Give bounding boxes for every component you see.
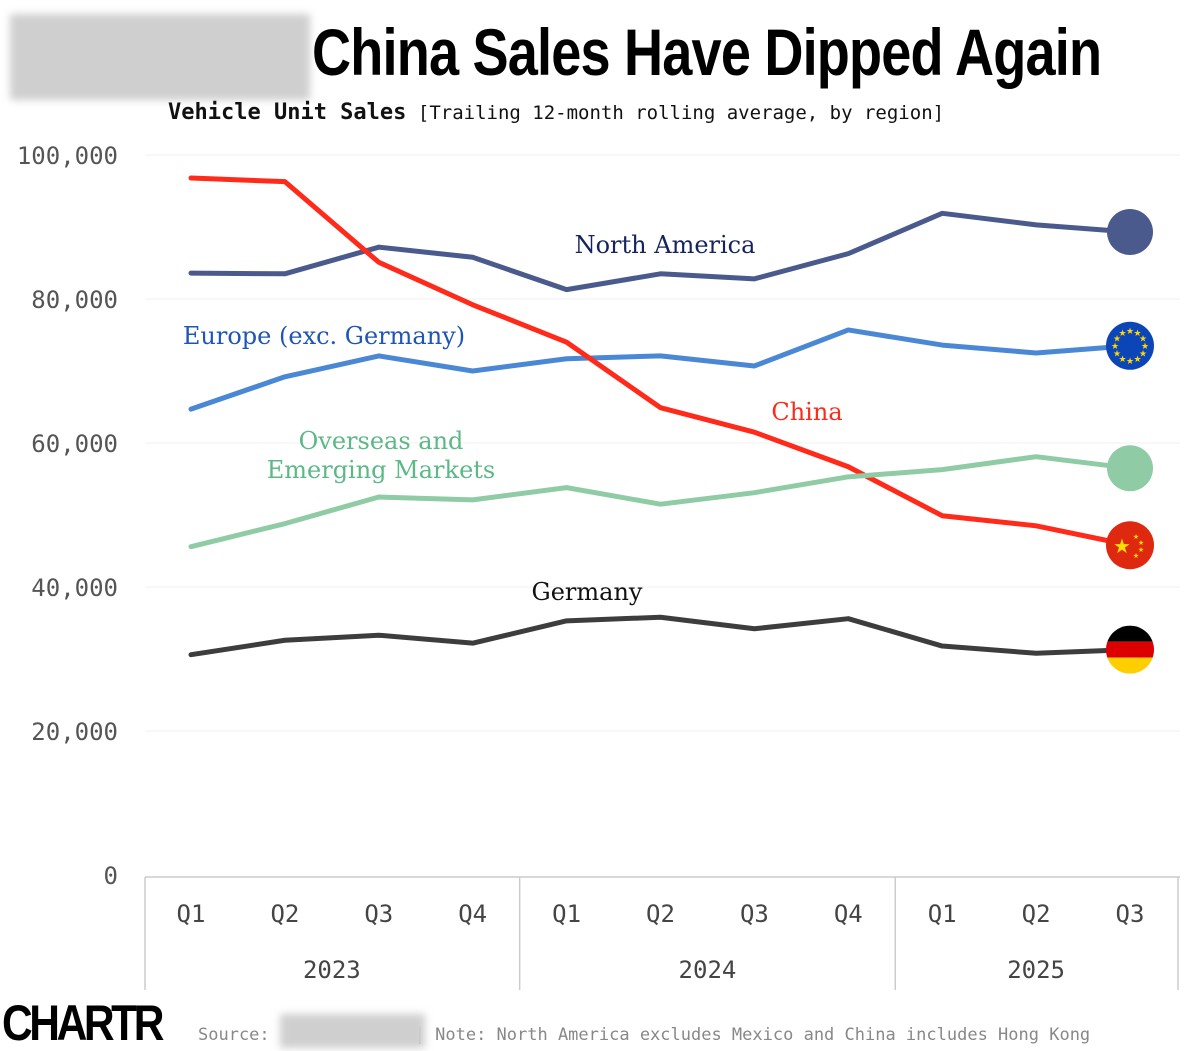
redacted-logo xyxy=(10,14,310,100)
end-marker-circle xyxy=(1107,209,1153,256)
x-tick-label: Q3 xyxy=(740,900,769,928)
subtitle-bold: Vehicle Unit Sales xyxy=(168,100,407,125)
series-label: Germany xyxy=(532,578,643,606)
germany-flag-icon xyxy=(1106,641,1154,658)
germany-flag-icon xyxy=(1106,657,1154,674)
series-label: North America xyxy=(575,231,756,259)
series-label: Emerging Markets xyxy=(267,456,496,484)
x-tick-label: Q2 xyxy=(270,900,299,928)
eu-star-icon: ★ xyxy=(1139,333,1147,343)
chart-subtitle: Vehicle Unit Sales [Trailing 12-month ro… xyxy=(168,100,944,125)
x-year-label: 2024 xyxy=(679,956,737,984)
series-label: Overseas and xyxy=(299,427,464,455)
y-tick-label: 60,000 xyxy=(31,430,118,458)
y-tick-label: 100,000 xyxy=(17,142,118,170)
note-text: | Note: North America excludes Mexico an… xyxy=(414,1025,1091,1045)
source-label: Source: xyxy=(198,1025,270,1045)
china-small-star-icon: ★ xyxy=(1133,552,1139,560)
x-tick-label: Q1 xyxy=(552,900,581,928)
series-line-germany xyxy=(188,614,1133,658)
eu-star-icon: ★ xyxy=(1141,341,1149,351)
y-tick-label: 40,000 xyxy=(31,574,118,602)
eu-star-icon: ★ xyxy=(1118,328,1126,338)
x-tick-label: Q2 xyxy=(1022,900,1051,928)
x-tick-label: Q4 xyxy=(834,900,863,928)
china-flag-icon xyxy=(1106,521,1154,570)
eu-star-icon: ★ xyxy=(1133,354,1141,364)
eu-flag-icon xyxy=(1106,321,1154,370)
china-small-star-icon: ★ xyxy=(1138,539,1144,547)
eu-star-icon: ★ xyxy=(1113,333,1121,343)
x-year-label: 2023 xyxy=(303,956,361,984)
x-tick-label: Q1 xyxy=(928,900,957,928)
series-label: China xyxy=(771,398,842,426)
x-tick-label: Q2 xyxy=(646,900,675,928)
footer-note: Source: | Note: North America excludes Me… xyxy=(198,1020,1090,1045)
series-label: Europe (exc. Germany) xyxy=(183,322,465,350)
y-tick-label: 80,000 xyxy=(31,286,118,314)
y-tick-label: 0 xyxy=(104,862,118,890)
eu-star-icon: ★ xyxy=(1113,348,1121,358)
china-star-icon: ★ xyxy=(1113,536,1131,558)
eu-star-icon: ★ xyxy=(1133,328,1141,338)
x-tick-label: Q3 xyxy=(1116,900,1145,928)
eu-star-icon: ★ xyxy=(1118,354,1126,364)
eu-star-icon: ★ xyxy=(1126,326,1134,336)
eu-star-icon: ★ xyxy=(1139,348,1147,358)
redacted-source xyxy=(280,1014,425,1048)
x-tick-label: Q1 xyxy=(177,900,206,928)
eu-star-icon: ★ xyxy=(1111,341,1119,351)
china-small-star-icon: ★ xyxy=(1138,546,1144,554)
chartr-logo: CHARTR xyxy=(2,995,164,1051)
end-marker-circle xyxy=(1107,445,1153,492)
x-tick-label: Q4 xyxy=(458,900,487,928)
chart-title: China Sales Have Dipped Again xyxy=(312,15,1102,89)
china-small-star-icon: ★ xyxy=(1133,533,1139,541)
germany-flag-icon xyxy=(1106,625,1154,642)
subtitle-rest: [Trailing 12-month rolling average, by r… xyxy=(417,102,945,124)
eu-star-icon: ★ xyxy=(1126,356,1134,366)
y-tick-label: 20,000 xyxy=(31,718,118,746)
x-year-label: 2025 xyxy=(1007,956,1065,984)
x-tick-label: Q3 xyxy=(364,900,393,928)
